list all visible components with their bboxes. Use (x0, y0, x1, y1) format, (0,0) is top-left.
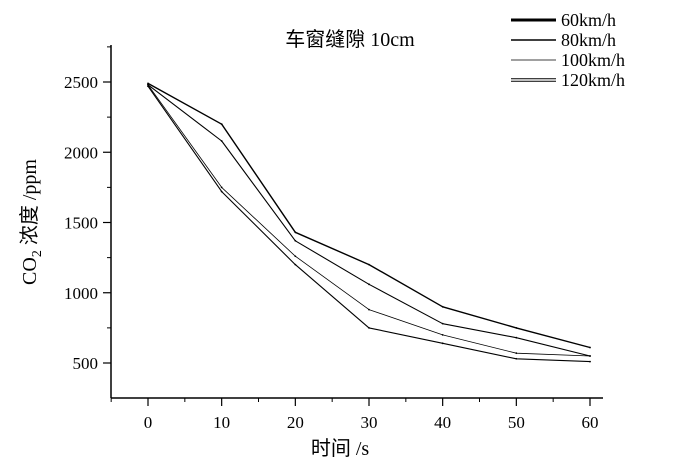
data-point (147, 82, 149, 85)
data-point (368, 326, 370, 329)
legend-item: 80km/h (511, 30, 616, 50)
data-point (589, 355, 591, 357)
series-line-120km/h (147, 85, 591, 363)
data-point (515, 357, 518, 360)
data-point (515, 336, 518, 339)
legend-item: 100km/h (511, 50, 625, 70)
data-point (368, 263, 370, 266)
series-line-80km/h (147, 84, 591, 357)
data-point (220, 140, 223, 142)
x-tick-label: 60 (582, 413, 599, 432)
y-tick-label: 1500 (64, 214, 98, 233)
x-tick-label: 20 (287, 413, 304, 432)
y-axis-title: CO2 浓度 /ppm (18, 159, 45, 285)
data-point (220, 190, 223, 193)
data-point (294, 255, 297, 258)
data-point (589, 360, 591, 363)
data-point (368, 308, 370, 311)
x-tick-label: 40 (434, 413, 451, 432)
y-axis-ticks: 500 1000 1500 2000 2500 (64, 46, 111, 373)
x-axis-ticks: 0 10 20 30 40 50 60 (110, 398, 599, 432)
legend-label: 80km/h (561, 30, 616, 50)
x-axis-title: 时间 /s (311, 437, 370, 460)
legend-item: 60km/h (511, 10, 616, 30)
y-tick-label: 2000 (64, 143, 98, 162)
data-point (441, 305, 444, 308)
data-point (589, 346, 591, 349)
x-tick-label: 0 (144, 413, 153, 432)
data-point (294, 231, 297, 234)
y-tick-label: 2500 (64, 73, 98, 92)
data-point (294, 239, 297, 242)
series-line-100km/h (147, 84, 591, 357)
legend-item: 120km/h (511, 70, 625, 90)
data-point (147, 85, 149, 88)
data-point (515, 352, 518, 355)
series-lines (147, 82, 591, 363)
x-tick-label: 10 (213, 413, 230, 432)
legend-label: 60km/h (561, 10, 616, 30)
y-tick-label: 1000 (64, 284, 98, 303)
data-point (220, 123, 223, 126)
chart-title: 车窗缝隙 10cm (285, 28, 415, 51)
data-point (294, 263, 297, 266)
series-line-60km/h (147, 82, 591, 349)
data-point (441, 342, 444, 345)
data-point (515, 326, 518, 329)
x-tick-label: 50 (508, 413, 525, 432)
x-tick-label: 30 (361, 413, 378, 432)
y-tick-label: 500 (73, 354, 99, 373)
legend-label: 100km/h (561, 50, 625, 70)
data-point (147, 83, 149, 86)
data-point (441, 334, 444, 336)
data-point (441, 322, 444, 325)
data-point (368, 283, 370, 286)
data-point (220, 186, 223, 189)
legend-label: 120km/h (561, 70, 625, 90)
